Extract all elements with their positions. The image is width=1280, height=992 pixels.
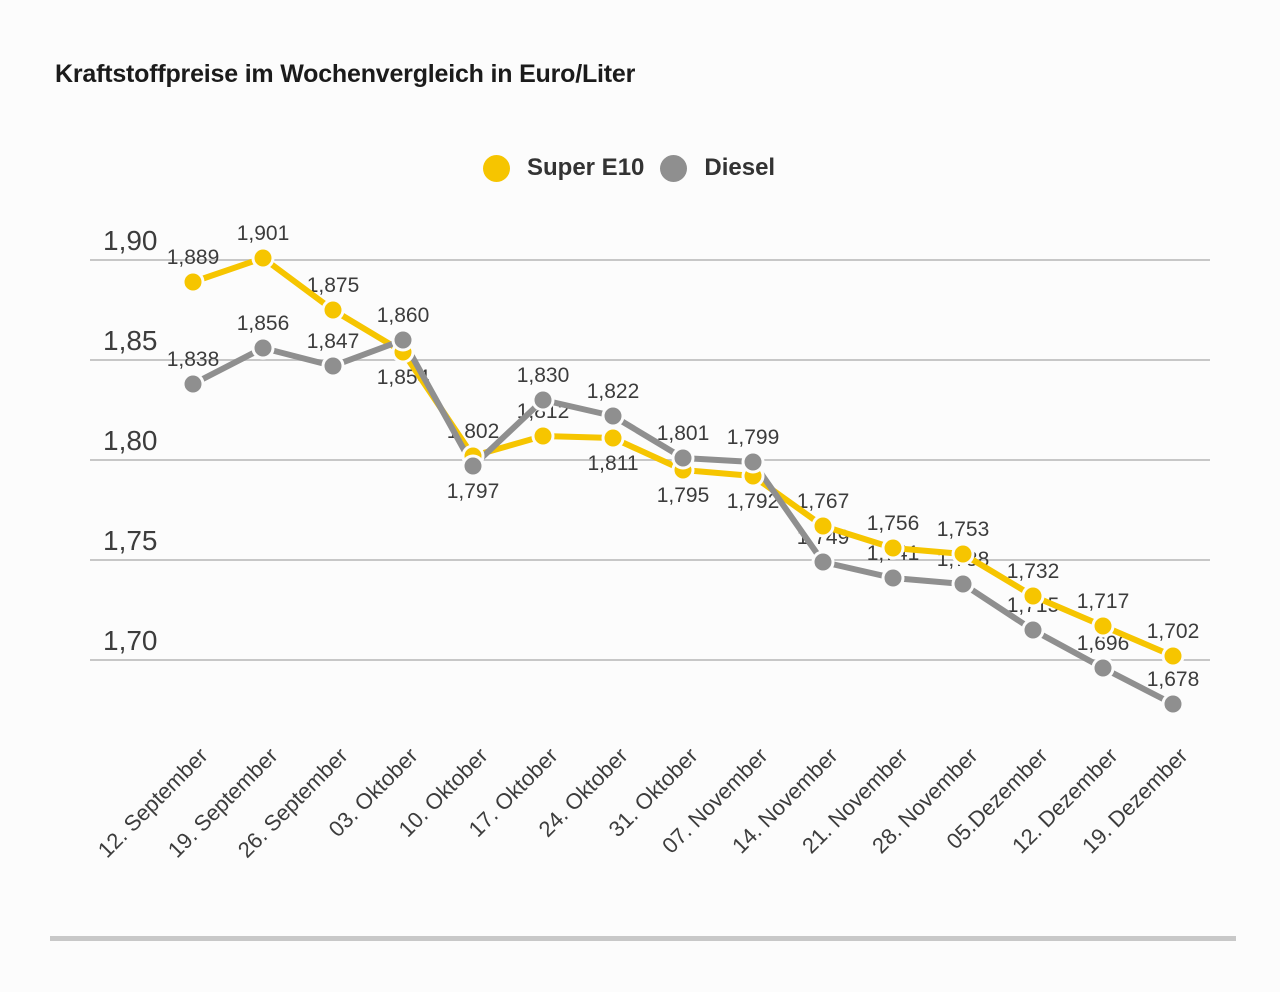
chart-title: Kraftstoffpreise im Wochenvergleich in E… <box>55 60 636 88</box>
data-label: 1,856 <box>237 312 290 335</box>
data-point-diesel <box>181 372 205 396</box>
data-label: 1,847 <box>307 330 360 353</box>
data-label: 1,767 <box>797 490 850 513</box>
data-label: 1,717 <box>1077 590 1130 613</box>
data-point-diesel <box>391 328 415 352</box>
series-line-diesel <box>190 337 1176 707</box>
data-label: 1,732 <box>1007 560 1060 583</box>
data-point-super-e10 <box>601 426 625 450</box>
data-point-super-e10 <box>531 424 555 448</box>
data-point-super-e10 <box>181 270 205 294</box>
data-point-super-e10 <box>1021 584 1045 608</box>
data-point-diesel <box>461 454 485 478</box>
data-label: 1,860 <box>377 304 430 327</box>
y-axis-tick-label: 1,75 <box>103 525 158 556</box>
data-point-diesel <box>251 336 275 360</box>
data-label: 1,889 <box>167 246 220 269</box>
data-label: 1,830 <box>517 364 570 387</box>
data-label: 1,801 <box>657 422 710 445</box>
data-label: 1,799 <box>727 426 780 449</box>
chart-legend: Super E10 Diesel <box>483 154 775 182</box>
legend-label-diesel: Diesel <box>704 154 776 181</box>
data-point-super-e10 <box>811 514 835 538</box>
y-axis-tick-label: 1,80 <box>103 425 158 456</box>
super-e10-dot-icon <box>483 154 510 182</box>
data-label: 1,875 <box>307 274 360 297</box>
data-label: 1,678 <box>1147 668 1200 691</box>
data-point-super-e10 <box>1161 644 1185 668</box>
data-point-diesel <box>531 388 555 412</box>
data-point-diesel <box>1161 692 1185 716</box>
data-label: 1,756 <box>867 512 920 535</box>
data-label: 1,795 <box>657 484 710 507</box>
data-label: 1,702 <box>1147 620 1200 643</box>
data-label: 1,753 <box>937 518 990 541</box>
bottom-divider <box>50 936 1236 941</box>
data-point-diesel <box>671 446 695 470</box>
data-point-super-e10 <box>1091 614 1115 638</box>
data-label: 1,901 <box>237 222 290 245</box>
legend-label-super-e10: Super E10 <box>527 154 645 181</box>
data-label: 1,838 <box>167 348 220 371</box>
y-axis-tick-label: 1,85 <box>103 325 158 356</box>
data-point-diesel <box>1021 618 1045 642</box>
data-label: 1,792 <box>727 490 780 513</box>
data-label: 1,822 <box>587 380 640 403</box>
data-point-diesel <box>741 450 765 474</box>
data-point-diesel <box>811 550 835 574</box>
data-point-super-e10 <box>881 536 905 560</box>
data-label: 1,797 <box>447 480 500 503</box>
data-point-diesel <box>881 566 905 590</box>
data-label: 1,811 <box>588 452 639 475</box>
diesel-dot-icon <box>660 154 688 182</box>
data-point-diesel <box>321 354 345 378</box>
data-point-super-e10 <box>251 246 275 270</box>
data-point-diesel <box>601 404 625 428</box>
y-axis-tick-label: 1,90 <box>103 225 158 256</box>
legend-item-super-e10: Super E10 <box>483 154 644 182</box>
data-point-super-e10 <box>321 298 345 322</box>
y-axis-tick-label: 1,70 <box>103 625 158 656</box>
data-label: 1,696 <box>1077 632 1130 655</box>
data-point-diesel <box>1091 656 1115 680</box>
legend-item-diesel: Diesel <box>660 154 775 182</box>
data-point-super-e10 <box>951 542 975 566</box>
data-point-diesel <box>951 572 975 596</box>
